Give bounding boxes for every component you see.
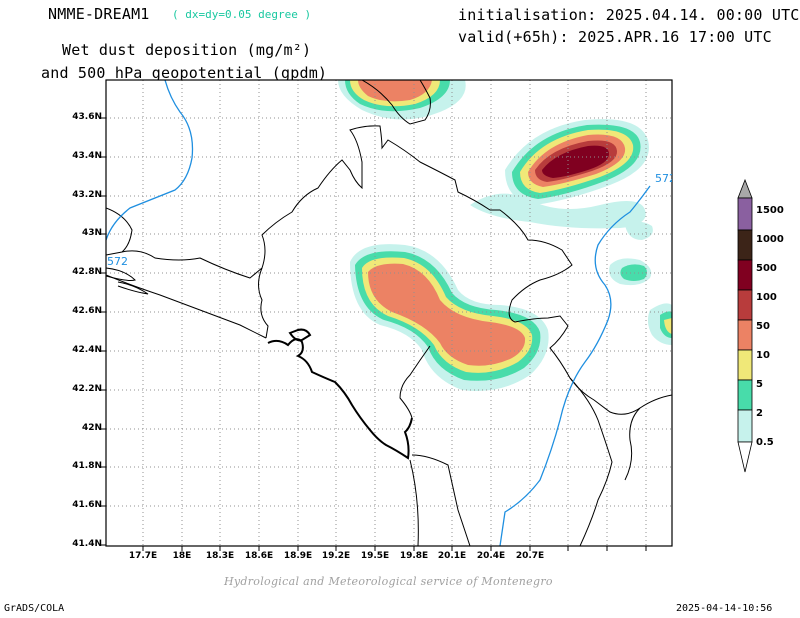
render-timestamp: 2025-04-14-10:56 <box>676 603 773 614</box>
lon-tick-label: 18.9E <box>283 551 313 561</box>
map-title-line2: and 500 hPa geopotential (gpdm) <box>41 64 328 82</box>
country-borders <box>106 80 672 546</box>
legend-colorbar <box>737 178 753 473</box>
lat-tick-label: 42.4N <box>72 345 102 355</box>
legend-swatch-1000 <box>737 197 753 231</box>
map-frame <box>105 79 673 547</box>
lat-tick-label: 42.2N <box>72 384 102 394</box>
lat-tick-label: 43.6N <box>72 112 102 122</box>
legend-swatch-0.5 <box>737 409 753 443</box>
legend-swatch-10 <box>737 319 753 351</box>
initialisation-time: initialisation: 2025.04.14. 00:00 UTC <box>458 6 800 24</box>
legend-swatch-100 <box>737 259 753 291</box>
lon-tick-label: 18.3E <box>205 551 235 561</box>
lon-tick-label: 19.8E <box>399 551 429 561</box>
deposition-blob-north <box>338 80 466 120</box>
legend-label: 0.5 <box>756 437 774 448</box>
deposition-blob-central <box>350 221 672 391</box>
geopotential-label-west: 572 <box>107 255 128 268</box>
deposition-blob-northeast <box>470 119 649 229</box>
lat-tick-label: 41.8N <box>72 461 102 471</box>
model-resolution: ( dx=dy=0.05 degree ) <box>172 8 312 21</box>
lat-lon-grid <box>106 80 672 546</box>
coastline <box>267 328 413 460</box>
map-title-line1: Wet dust deposition (mg/m²) <box>62 41 312 59</box>
legend-swatch-2 <box>737 379 753 411</box>
legend-bottom-arrow <box>737 441 753 473</box>
lat-tick-label: 43.2N <box>72 190 102 200</box>
lon-tick-label: 19.2E <box>321 551 351 561</box>
lon-tick-label: 18E <box>172 551 192 561</box>
legend-swatch-50 <box>737 289 753 321</box>
dust-deposition-field <box>106 80 672 546</box>
legend-label: 2 <box>756 408 763 419</box>
lat-tick-label: 42.6N <box>72 306 102 316</box>
lon-tick-label: 18.6E <box>244 551 274 561</box>
legend-label: 1500 <box>756 205 784 216</box>
lon-tick-label: 20.4E <box>476 551 506 561</box>
lat-tick-label: 43.4N <box>72 151 102 161</box>
lat-tick-label: 43N <box>81 228 102 238</box>
legend-label: 5 <box>756 379 763 390</box>
lat-tick-label: 41.6N <box>72 500 102 510</box>
geopotential-label-east: 572 <box>655 172 672 185</box>
lon-tick-label: 17.7E <box>128 551 158 561</box>
lon-tick-label: 20.7E <box>515 551 545 561</box>
model-name: NMME-DREAM1 <box>48 5 150 23</box>
legend-label: 500 <box>756 263 777 274</box>
axis-ticks <box>101 117 647 551</box>
legend-swatch-500 <box>737 229 753 261</box>
islands <box>106 267 149 295</box>
lon-tick-label: 19.5E <box>360 551 390 561</box>
legend-label: 1000 <box>756 234 784 245</box>
legend-label: 50 <box>756 321 770 332</box>
lat-tick-label: 41.4N <box>72 539 102 549</box>
lon-tick-label: 20.1E <box>437 551 467 561</box>
credit-line: Hydrological and Meteorological service … <box>224 575 553 588</box>
legend-top-arrow <box>737 178 753 199</box>
legend-swatch-5 <box>737 349 753 381</box>
software-credit: GrADS/COLA <box>4 603 65 614</box>
geopotential-contours <box>106 80 651 546</box>
legend-label: 100 <box>756 292 777 303</box>
lat-tick-label: 42.8N <box>72 267 102 277</box>
valid-time: valid(+65h): 2025.APR.16 17:00 UTC <box>458 28 772 46</box>
legend-label: 10 <box>756 350 770 361</box>
lat-tick-label: 42N <box>81 423 102 433</box>
